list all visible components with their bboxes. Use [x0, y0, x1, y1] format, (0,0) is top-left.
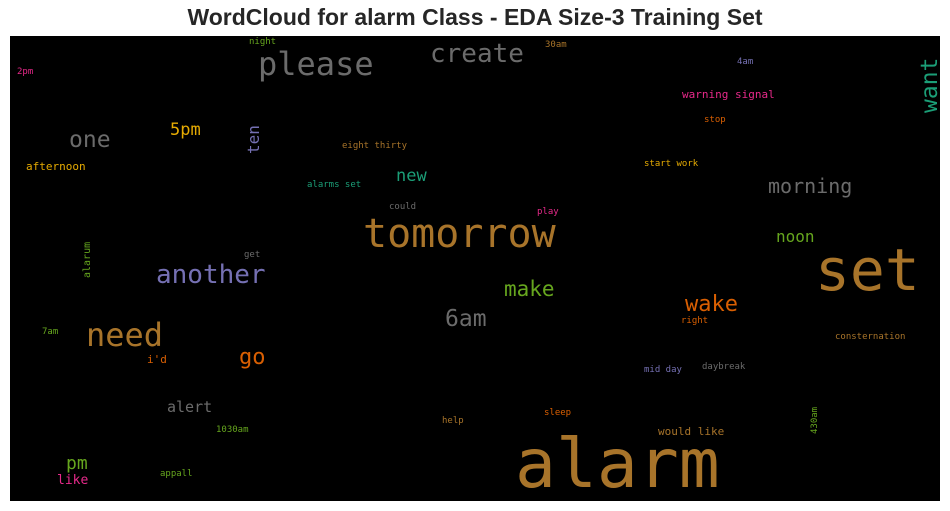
word-set: set: [815, 236, 920, 304]
word-warning-signal: warning signal: [682, 88, 775, 101]
word-consternation: consternation: [835, 332, 906, 342]
word-alarms-set: alarms set: [307, 180, 362, 190]
word-ten: ten: [244, 125, 263, 154]
word-alarm: alarm: [515, 425, 720, 501]
word-1030am: 1030am: [216, 425, 249, 435]
word-4am: 4am: [737, 57, 754, 67]
word-alarum: alarum: [82, 241, 93, 278]
word-pm: pm: [66, 453, 88, 474]
word-make: make: [504, 277, 555, 301]
word-430am: 430am: [810, 406, 820, 434]
word-30am: 30am: [545, 40, 567, 50]
word-appall: appall: [160, 469, 193, 479]
word-start-work: start work: [644, 159, 699, 169]
word-sleep: sleep: [544, 408, 572, 418]
word-7am: 7am: [42, 327, 59, 337]
word-i-d: i'd: [147, 353, 167, 366]
word-noon: noon: [776, 227, 815, 246]
word-new: new: [396, 166, 427, 186]
word-eight-thirty: eight thirty: [342, 141, 408, 151]
word-stop: stop: [704, 115, 726, 125]
word-one: one: [69, 127, 111, 153]
word-need: need: [86, 316, 164, 354]
word-help: help: [442, 416, 464, 426]
word-go: go: [239, 345, 266, 370]
word-would-like: would like: [658, 425, 725, 438]
word-alert: alert: [167, 398, 213, 416]
word-cloud-canvas: alarm set tomorrow please create want need anot…: [10, 36, 940, 501]
word-morning: morning: [768, 174, 853, 198]
word-play: play: [537, 207, 559, 217]
word-6am: 6am: [445, 306, 487, 332]
word-right: right: [681, 316, 709, 326]
word-please: please: [258, 45, 374, 83]
word-like: like: [57, 473, 89, 488]
word-night: night: [249, 37, 277, 47]
word-daybreak: daybreak: [702, 362, 746, 372]
word-afternoon: afternoon: [26, 160, 86, 173]
word-wake: wake: [685, 292, 738, 317]
word-get: get: [244, 250, 261, 260]
word-mid-day: mid day: [644, 365, 682, 375]
word-2pm: 2pm: [17, 67, 34, 77]
word-tomorrow: tomorrow: [363, 211, 556, 257]
chart-title: WordCloud for alarm Class - EDA Size-3 T…: [187, 4, 763, 30]
word-5pm: 5pm: [170, 120, 201, 140]
word-want: want: [917, 57, 940, 113]
word-create: create: [430, 39, 524, 69]
word-could: could: [389, 202, 417, 212]
word-another: another: [156, 260, 266, 290]
